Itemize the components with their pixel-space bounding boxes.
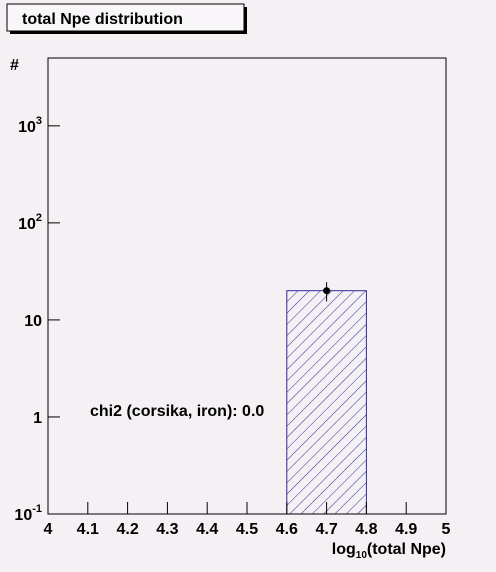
data-point — [323, 287, 331, 295]
x-tick-label: 4 — [44, 521, 53, 538]
y-tick-base: 10 — [18, 119, 36, 136]
x-tick-label: 5 — [442, 521, 451, 538]
x-label-part: (total Npe) — [367, 541, 446, 558]
y-tick-base: 10 — [24, 313, 42, 330]
y-tick-label: 1 — [33, 410, 42, 427]
title-box — [6, 3, 245, 32]
x-tick-label: 4.1 — [77, 521, 99, 538]
x-tick-label: 4.4 — [196, 521, 218, 538]
chart-title: total Npe distribution — [22, 11, 183, 28]
x-label-sub: 10 — [356, 550, 368, 561]
y-tick-label: 10 — [24, 313, 42, 330]
y-tick-exponent: -1 — [32, 503, 42, 515]
x-tick-label: 4.7 — [315, 521, 337, 538]
x-tick-label: 4.5 — [236, 521, 258, 538]
x-label-part: log — [332, 541, 356, 558]
x-tick-label: 4.2 — [116, 521, 138, 538]
y-tick-exponent: 3 — [36, 115, 42, 127]
y-axis-label: # — [10, 57, 19, 74]
y-tick-label: 10-1 — [14, 503, 42, 524]
y-tick-label: 103 — [18, 115, 42, 136]
x-tick-label: 4.8 — [355, 521, 377, 538]
annotation: chi2 (corsika, iron): 0.0 — [90, 403, 264, 420]
bar — [286, 290, 367, 515]
x-tick-label: 4.9 — [395, 521, 417, 538]
x-tick-label: 4.3 — [156, 521, 178, 538]
x-tick-label: 4.6 — [276, 521, 298, 538]
y-tick-exponent: 2 — [36, 212, 42, 224]
y-tick-label: 102 — [18, 212, 42, 233]
x-axis-label: log10(total Npe) — [332, 541, 446, 561]
y-tick-base: 1 — [33, 410, 42, 427]
y-tick-base: 10 — [14, 507, 32, 524]
y-tick-base: 10 — [18, 216, 36, 233]
